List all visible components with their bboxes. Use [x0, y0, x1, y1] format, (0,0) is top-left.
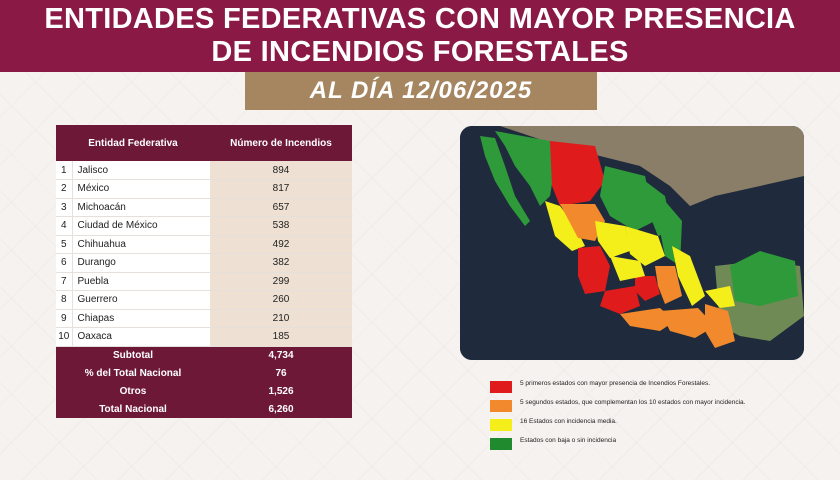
summary-value: 76: [210, 364, 352, 382]
summary-value: 6,260: [210, 400, 352, 418]
row-value: 657: [210, 198, 352, 217]
legend-text: 16 Estados con incidencia media.: [520, 418, 617, 425]
row-rank: 3: [56, 198, 73, 217]
table-row: 7 Puebla 299: [56, 272, 352, 291]
summary-label: Otros: [56, 382, 210, 400]
legend-text: 5 primeros estados con mayor presencia d…: [520, 380, 711, 387]
san-luis-potosi: [625, 226, 665, 266]
table-row: 5 Chihuahua 492: [56, 235, 352, 254]
row-value: 299: [210, 272, 352, 291]
row-value: 817: [210, 179, 352, 199]
durango: [560, 204, 605, 241]
yucatan-peninsula: [730, 251, 798, 306]
row-state: México: [72, 179, 210, 199]
row-rank: 1: [56, 161, 73, 180]
table-row: 9 Chiapas 210: [56, 309, 352, 328]
summary-label: Subtotal: [56, 346, 210, 364]
row-rank: 10: [56, 327, 73, 347]
header-entidad: Entidad Federativa: [56, 125, 210, 161]
row-state: Jalisco: [72, 161, 210, 180]
legend-swatch: [490, 381, 512, 393]
legend-swatch: [490, 419, 512, 431]
baja-california: [480, 136, 530, 226]
legend-item: Estados con baja o sin incidencia: [490, 437, 770, 450]
row-value: 260: [210, 290, 352, 310]
row-state: Puebla: [72, 272, 210, 291]
row-value: 894: [210, 161, 352, 180]
legend-swatch: [490, 400, 512, 412]
table-row: 8 Guerrero 260: [56, 290, 352, 310]
title-line-1: ENTIDADES FEDERATIVAS CON MAYOR PRESENCI…: [44, 3, 796, 35]
sonora: [495, 131, 555, 206]
table-row: 1 Jalisco 894: [56, 161, 352, 180]
row-rank: 8: [56, 290, 73, 310]
summary-row: Total Nacional 6,260: [56, 400, 352, 418]
summary-label: % del Total Nacional: [56, 364, 210, 382]
fires-table-container: Entidad Federativa Número de Incendios 1…: [56, 125, 352, 418]
chiapas: [705, 304, 735, 348]
row-state: Oaxaca: [72, 327, 210, 347]
tabasco: [705, 286, 735, 308]
row-state: Ciudad de México: [72, 216, 210, 236]
table-header-row: Entidad Federativa Número de Incendios: [56, 125, 352, 161]
sinaloa: [545, 201, 585, 251]
summary-row: Otros 1,526: [56, 382, 352, 400]
row-rank: 9: [56, 309, 73, 328]
michoacan: [600, 286, 640, 314]
legend-swatch: [490, 438, 512, 450]
row-value: 185: [210, 327, 352, 347]
row-value: 210: [210, 309, 352, 328]
row-state: Durango: [72, 253, 210, 273]
row-rank: 5: [56, 235, 73, 254]
table-body: 1 Jalisco 894 2 México 817 3 Michoacán 657 4 Ciuda…: [56, 161, 352, 347]
legend-text: Estados con baja o sin incidencia: [520, 437, 617, 444]
row-rank: 6: [56, 253, 73, 273]
legend-item: 16 Estados con incidencia media.: [490, 418, 770, 431]
row-state: Michoacán: [72, 198, 210, 217]
row-rank: 4: [56, 216, 73, 236]
legend-item: 5 primeros estados con mayor presencia d…: [490, 380, 770, 393]
row-state: Guerrero: [72, 290, 210, 310]
row-rank: 2: [56, 179, 73, 199]
legend-text: 5 segundos estados, que complementan los…: [520, 399, 746, 406]
legend-item: 5 segundos estados, que complementan los…: [490, 399, 770, 412]
row-state: Chiapas: [72, 309, 210, 328]
header-incendios: Número de Incendios: [210, 125, 352, 161]
summary-row: % del Total Nacional 76: [56, 364, 352, 382]
guanajuato-queretaro: [610, 256, 645, 281]
date-banner: AL DÍA 12/06/2025: [245, 72, 597, 110]
summary-label: Total Nacional: [56, 400, 210, 418]
table-row: 2 México 817: [56, 179, 352, 199]
row-value: 538: [210, 216, 352, 236]
zacatecas: [595, 221, 630, 258]
fires-table: Entidad Federativa Número de Incendios 1…: [56, 125, 352, 418]
veracruz: [672, 246, 705, 306]
summary-row: Subtotal 4,734: [56, 346, 352, 364]
row-rank: 7: [56, 272, 73, 291]
coahuila: [600, 166, 655, 231]
table-summary: Subtotal 4,734% del Total Nacional 76 Otros…: [56, 346, 352, 418]
mexico-map-svg: [460, 126, 804, 360]
table-row: 6 Durango 382: [56, 253, 352, 273]
ciudad-de-mexico: [643, 283, 649, 289]
title-banner: ENTIDADES FEDERATIVAS CON MAYOR PRESENCI…: [0, 0, 840, 72]
row-value: 382: [210, 253, 352, 273]
table-row: 3 Michoacán 657: [56, 198, 352, 217]
table-row: 10 Oaxaca 185: [56, 327, 352, 347]
title-line-2: DE INCENDIOS FORESTALES: [211, 36, 629, 68]
summary-value: 1,526: [210, 382, 352, 400]
puebla: [655, 266, 682, 304]
row-value: 492: [210, 235, 352, 254]
guerrero: [620, 308, 675, 331]
summary-value: 4,734: [210, 346, 352, 364]
table-row: 4 Ciudad de México 538: [56, 216, 352, 236]
chihuahua: [550, 141, 605, 206]
row-state: Chihuahua: [72, 235, 210, 254]
oaxaca: [660, 308, 715, 338]
map-legend: 5 primeros estados con mayor presencia d…: [490, 380, 770, 456]
jalisco: [578, 246, 610, 294]
mexico-map: [460, 126, 804, 360]
